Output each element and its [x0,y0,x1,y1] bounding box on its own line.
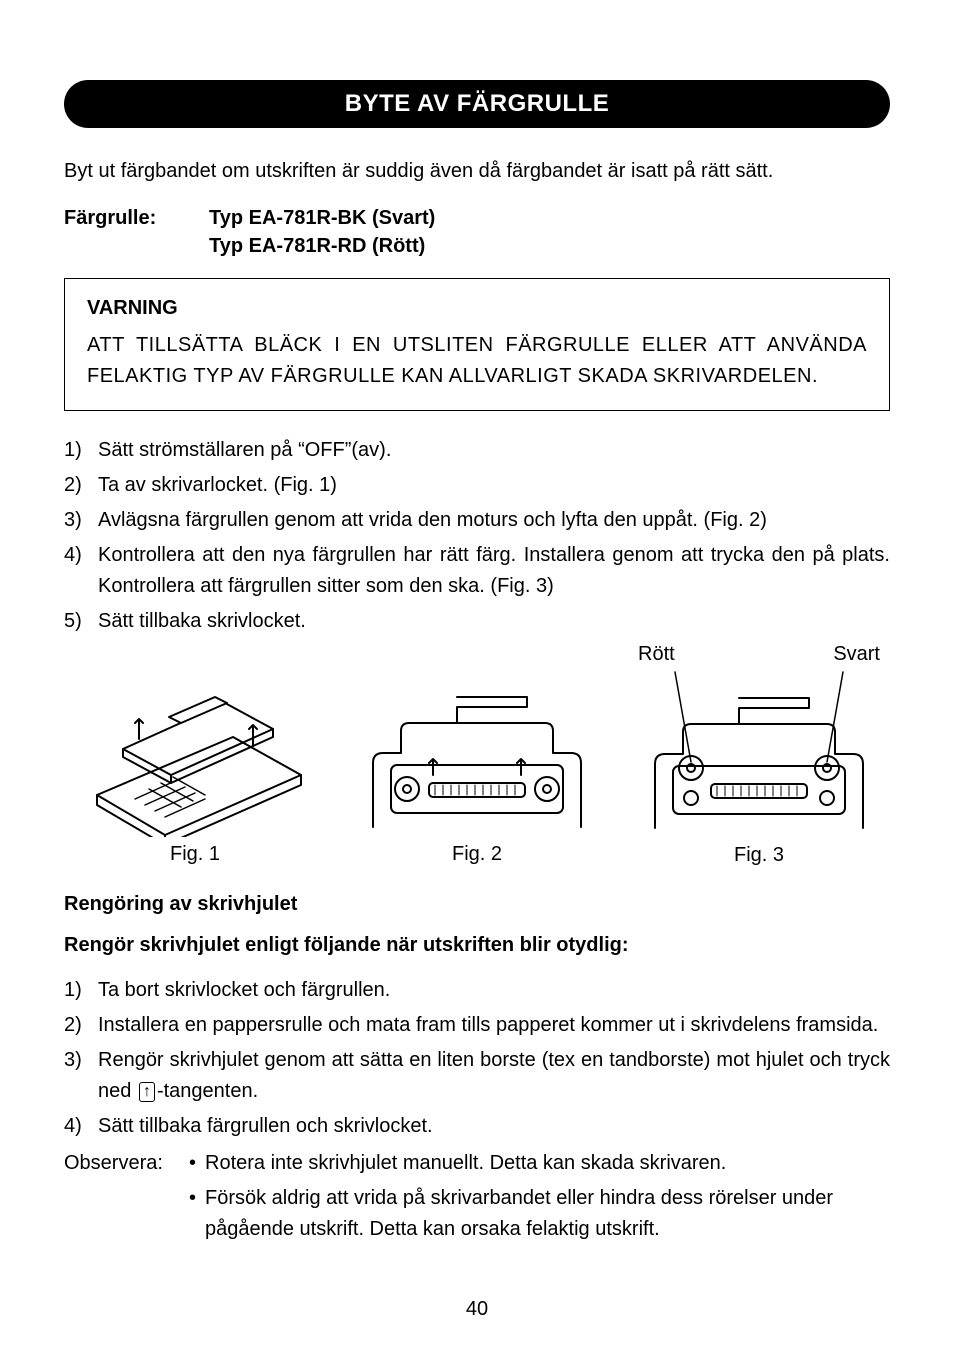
observe-block: Observera: • Rotera inte skrivhjulet man… [64,1148,890,1249]
figure-2: Fig. 2 [346,643,608,867]
step-a-3: 3)Avlägsna färgrullen genom att vrida de… [64,505,890,536]
figure-1-caption: Fig. 1 [170,843,220,866]
step-text: Avlägsna färgrullen genom att vrida den … [98,505,890,536]
figure-1: Fig. 1 [64,643,326,867]
figure-3: Rött Svart [628,643,890,867]
roller-label: Färgrulle: [64,204,209,260]
step-number: 2) [64,470,98,501]
page: BYTE AV FÄRGRULLE Byt ut färgbandet om u… [0,0,954,1357]
step-text: Rengör skrivhjulet genom att sätta en li… [98,1045,890,1107]
figure-2-caption: Fig. 2 [452,843,502,866]
step-number: 3) [64,505,98,536]
step-number: 1) [64,435,98,466]
step-number: 4) [64,540,98,602]
figure-3-labels: Rött Svart [628,643,890,668]
observe-text: Försök aldrig att vrida på skrivarbandet… [205,1183,890,1245]
step-text: Ta bort skrivlocket och färgrullen. [98,975,890,1006]
step-text: Ta av skrivarlocket. (Fig. 1) [98,470,890,501]
calculator-cover-removal-icon [65,667,325,837]
step-number: 3) [64,1045,98,1107]
label-black: Svart [833,643,880,666]
intro-paragraph: Byt ut färgbandet om utskriften är suddi… [64,156,890,186]
observe-item-2: • Försök aldrig att vrida på skrivarband… [189,1183,890,1245]
observe-items: • Rotera inte skrivhjulet manuellt. Dett… [189,1148,890,1249]
observe-text: Rotera inte skrivhjulet manuellt. Detta … [205,1148,726,1179]
step-a-2: 2)Ta av skrivarlocket. (Fig. 1) [64,470,890,501]
roller-type-black: Typ EA-781R-BK (Svart) [209,204,435,232]
bullet-icon: • [189,1148,205,1179]
step-a-1: 1)Sätt strömställaren på “OFF”(av). [64,435,890,466]
step-text: Sätt tillbaka skrivlocket. [98,606,890,637]
warning-body: ATT TILLSÄTTA BLÄCK I EN UTSLITEN FÄRGRU… [87,330,867,392]
warning-box: VARNING ATT TILLSÄTTA BLÄCK I EN UTSLITE… [64,278,890,411]
section-title-bar: BYTE AV FÄRGRULLE [64,80,890,128]
step-a-4: 4)Kontrollera att den nya färgrullen har… [64,540,890,602]
step-text: Sätt tillbaka färgrullen och skrivlocket… [98,1111,890,1142]
step-b-2: 2)Installera en pappersrulle och mata fr… [64,1010,890,1041]
step-number: 2) [64,1010,98,1041]
roller-values: Typ EA-781R-BK (Svart) Typ EA-781R-RD (R… [209,204,435,260]
cleaning-subheading: Rengör skrivhjulet enligt följande när u… [64,934,890,957]
roller-row: Färgrulle: Typ EA-781R-BK (Svart) Typ EA… [64,204,890,260]
step-text: Installera en pappersrulle och mata fram… [98,1010,890,1041]
step-number: 4) [64,1111,98,1142]
roller-type-red: Typ EA-781R-RD (Rött) [209,232,435,260]
step-text: Sätt strömställaren på “OFF”(av). [98,435,890,466]
observe-label: Observera: [64,1148,189,1249]
step-b-1: 1)Ta bort skrivlocket och färgrullen. [64,975,890,1006]
step-b-4: 4)Sätt tillbaka färgrullen och skrivlock… [64,1111,890,1142]
ink-roller-install-icon [629,668,889,838]
steps-list-a: 1)Sätt strömställaren på “OFF”(av). 2)Ta… [64,435,890,637]
label-red: Rött [638,643,675,666]
steps-list-b: 1)Ta bort skrivlocket och färgrullen. 2)… [64,975,890,1142]
step-text: Kontrollera att den nya färgrullen har r… [98,540,890,602]
bullet-icon: • [189,1183,205,1245]
cleaning-heading: Rengöring av skrivhjulet [64,893,890,916]
ink-roller-remove-icon [347,667,607,837]
section-title: BYTE AV FÄRGRULLE [345,90,610,118]
step-b-3: 3) Rengör skrivhjulet genom att sätta en… [64,1045,890,1107]
warning-title: VARNING [87,297,867,320]
step-a-5: 5)Sätt tillbaka skrivlocket. [64,606,890,637]
figure-3-caption: Fig. 3 [734,844,784,867]
observe-item-1: • Rotera inte skrivhjulet manuellt. Dett… [189,1148,890,1179]
step-b3-suffix: -tangenten. [157,1080,258,1102]
step-number: 5) [64,606,98,637]
feed-key-icon: ↑ [139,1082,155,1102]
figures-row: Fig. 1 [64,643,890,867]
page-number: 40 [0,1298,954,1321]
step-number: 1) [64,975,98,1006]
